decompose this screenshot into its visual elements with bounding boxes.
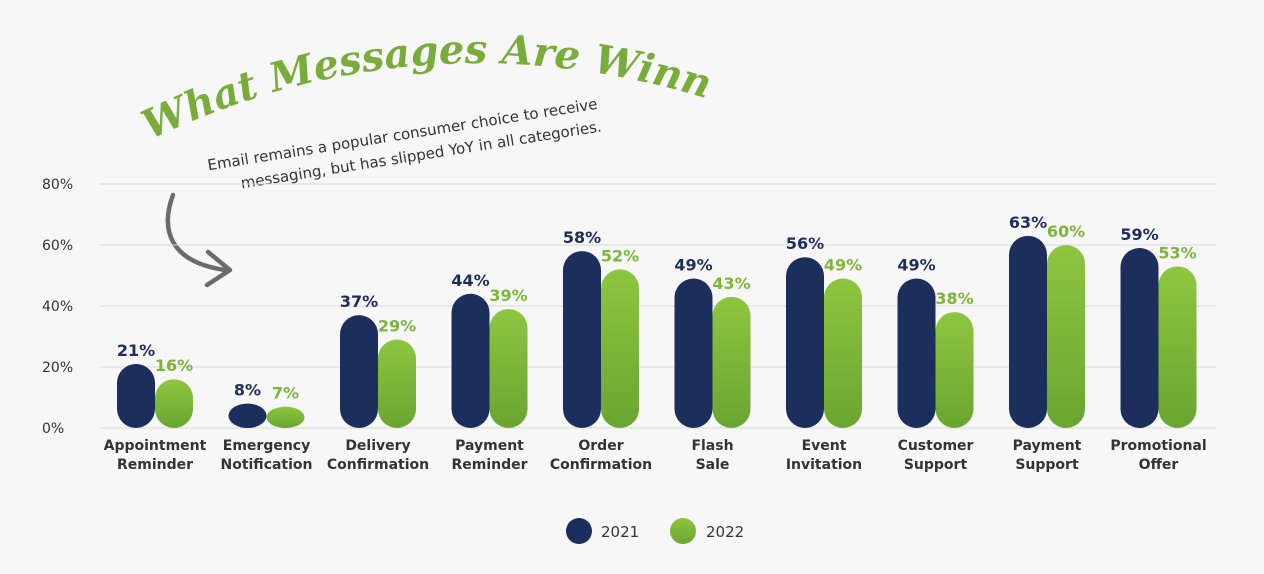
y-tick-label: 80%	[42, 177, 73, 193]
data-label-2021: 58%	[563, 228, 601, 247]
x-tick-label: Payment Support	[1013, 438, 1082, 473]
data-label-2021: 59%	[1120, 225, 1158, 244]
x-tick-label-line: Reminder	[451, 457, 527, 473]
chart-title-path: What Messages Are Winning Email?	[0, 0, 717, 149]
bar-2021	[897, 278, 936, 428]
x-tick-label-line: Order	[578, 438, 623, 454]
bars	[117, 235, 1197, 428]
y-tick-label: 20%	[42, 360, 73, 376]
bar-2022	[266, 406, 305, 428]
x-tick-label-line: Payment	[1013, 438, 1082, 454]
x-tick-label-line: Reminder	[117, 457, 193, 473]
legend-label-2021: 2021	[601, 523, 639, 541]
data-label-2022: 53%	[1158, 243, 1196, 262]
bar-2021	[451, 293, 490, 428]
data-label-2022: 7%	[272, 384, 299, 403]
x-tick-label-line: Sale	[696, 457, 730, 473]
x-tick-label: Payment Reminder	[451, 438, 527, 473]
data-label-2021: 8%	[234, 381, 261, 400]
legend-marker-2021	[566, 518, 592, 544]
bar-2022	[712, 296, 751, 428]
x-tick-label-line: Promotional	[1110, 438, 1206, 454]
x-tick-label-line: Event	[802, 438, 847, 454]
x-tick-label-line: Flash	[691, 438, 733, 454]
data-label-2022: 16%	[155, 356, 193, 375]
y-tick-label: 0%	[42, 421, 64, 437]
chart-title: What Messages Are Winning Email?	[0, 0, 717, 149]
x-tick-label: Event Invitation	[786, 438, 862, 473]
bar-2022	[935, 312, 974, 428]
bar-2021	[786, 257, 824, 428]
data-label-2021: 21%	[117, 341, 155, 360]
x-tick-label-line: Invitation	[786, 457, 862, 473]
bar-2021	[1009, 235, 1047, 428]
bar-2022	[378, 339, 416, 428]
data-label-2021: 37%	[340, 292, 378, 311]
bar-2021	[1120, 248, 1159, 428]
data-label-2021: 63%	[1009, 213, 1047, 232]
data-label-2022: 60%	[1047, 222, 1085, 241]
data-label-2022: 49%	[824, 256, 862, 275]
legend-label-2022: 2022	[706, 523, 744, 541]
x-tick-label-line: Customer	[898, 438, 974, 454]
bar-2021	[674, 278, 713, 428]
y-tick-label: 60%	[42, 238, 73, 254]
bar-2022	[1158, 266, 1197, 428]
x-tick-label-line: Emergency	[223, 438, 310, 454]
legend-marker-2022	[670, 518, 696, 544]
x-tick-label: Customer Support	[898, 438, 974, 473]
data-label-2021: 56%	[786, 234, 824, 253]
x-tick-label: Flash Sale	[691, 438, 733, 473]
x-tick-label-line: Confirmation	[550, 457, 652, 473]
y-axis: 0% 20% 40% 60% 80%	[42, 177, 73, 437]
x-tick-label-line: Notification	[220, 457, 312, 473]
bar-2021	[117, 363, 155, 428]
bar-2021	[228, 403, 267, 428]
data-label-2022: 38%	[935, 289, 973, 308]
x-tick-label-line: Support	[904, 457, 968, 473]
x-tick-label: Order Confirmation	[550, 438, 652, 473]
x-tick-label: Appointment Reminder	[104, 438, 207, 473]
bar-2022	[155, 379, 193, 428]
bar-2022	[601, 269, 639, 428]
data-label-2021: 49%	[897, 256, 935, 275]
x-tick-label: Delivery Confirmation	[327, 438, 429, 473]
bar-2022	[824, 278, 862, 428]
data-label-2022: 43%	[712, 274, 750, 293]
x-tick-label-line: Offer	[1139, 457, 1179, 473]
bar-2022	[489, 309, 528, 428]
x-tick-label: Emergency Notification	[220, 438, 312, 473]
x-tick-label-line: Confirmation	[327, 457, 429, 473]
data-label-2021: 44%	[451, 271, 489, 290]
y-tick-label: 40%	[42, 299, 73, 315]
legend: 2021 2022	[566, 518, 744, 544]
x-tick-label: Promotional Offer	[1110, 438, 1206, 473]
x-tick-label-line: Payment	[455, 438, 524, 454]
data-label-2022: 52%	[601, 246, 639, 265]
bar-2021	[563, 251, 601, 428]
bar-2021	[340, 315, 378, 428]
x-tick-label-line: Support	[1015, 457, 1079, 473]
curved-arrow-icon	[165, 192, 233, 288]
data-label-2022: 39%	[489, 286, 527, 305]
data-label-2021: 49%	[674, 256, 712, 275]
x-tick-label-line: Delivery	[345, 438, 410, 454]
data-labels: 21%16%8% 7%37%29%44%39%58%52% 49%43%56%49%…	[117, 213, 1197, 403]
x-axis: Appointment Reminder Emergency Notification…	[104, 438, 1207, 473]
x-tick-label-line: Appointment	[104, 438, 207, 454]
data-label-2022: 29%	[378, 317, 416, 336]
bar-2022	[1047, 245, 1085, 428]
